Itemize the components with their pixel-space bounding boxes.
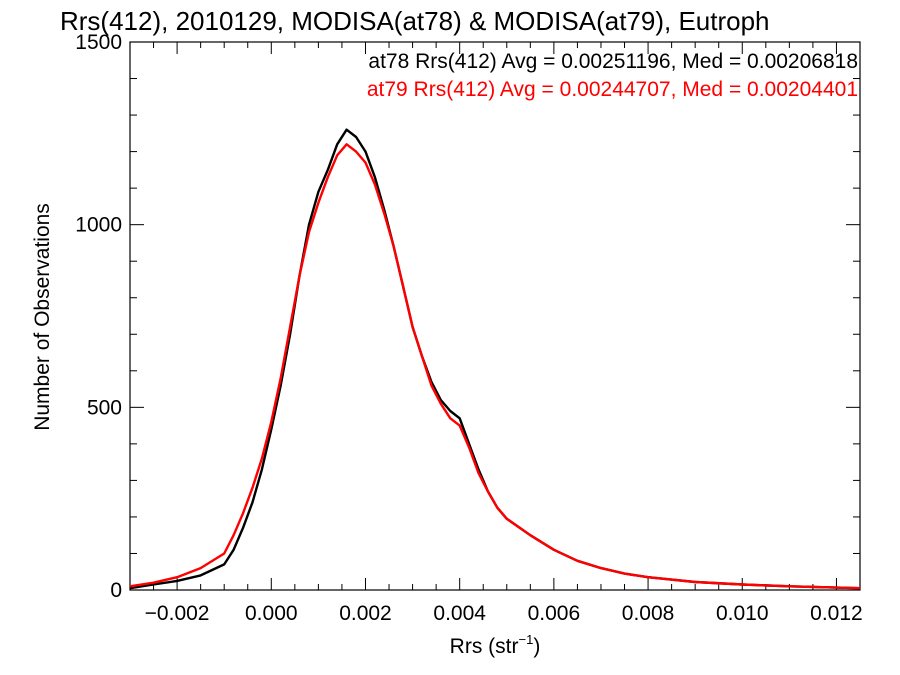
x-tick-label: 0.002 (339, 602, 392, 625)
x-tick-label: 0.010 (716, 602, 769, 625)
x-tick-label: 0.004 (433, 602, 486, 625)
x-axis-label-close: ) (533, 635, 540, 658)
series-at79-line (129, 143, 861, 590)
y-tick-label: 0 (110, 579, 122, 602)
x-tick-label: 0.006 (528, 602, 581, 625)
y-tick-label: 1000 (75, 214, 122, 237)
y-axis-label: Number of Observations (31, 203, 54, 431)
x-axis-label-superscript: −1 (519, 632, 534, 647)
y-tick-label: 1500 (75, 31, 122, 54)
chart-title: Rrs(412), 2010129, MODISA(at78) & MODISA… (60, 6, 770, 36)
x-axis-label-main: Rrs (str (450, 635, 519, 658)
legend-annotation-at78: at78 Rrs(412) Avg = 0.00251196, Med = 0.… (368, 50, 858, 73)
x-tick-label: 0.012 (810, 602, 863, 625)
plot-frame (129, 41, 861, 591)
legend-annotation-at79: at79 Rrs(412) Avg = 0.00244707, Med = 0.… (367, 78, 858, 101)
y-tick-label: 500 (87, 396, 122, 419)
x-tick-label: 0.000 (245, 602, 298, 625)
x-axis-label: Rrs (str−1) (450, 632, 541, 658)
x-tick-label: −0.002 (145, 602, 210, 625)
x-tick-label: 0.008 (622, 602, 675, 625)
plot-area: −0.002 0.000 0.002 0.004 0.006 0.008 0.010 0.01… (75, 31, 862, 625)
